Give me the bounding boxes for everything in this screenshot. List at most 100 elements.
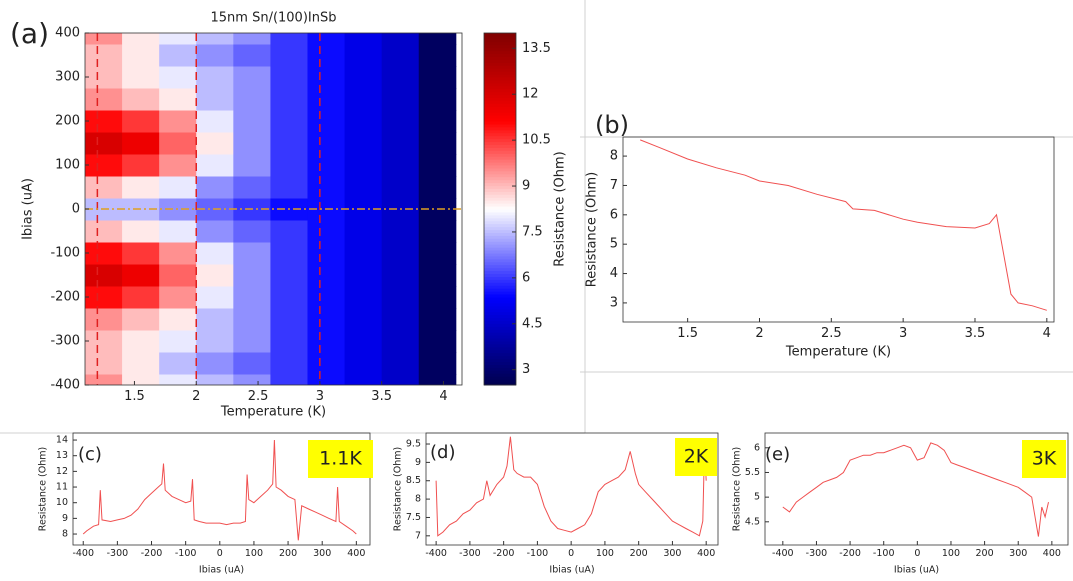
heatmap-cell	[122, 330, 160, 353]
colorbar-swatch	[484, 35, 516, 40]
colorbar-swatch	[484, 53, 516, 57]
y-axis-label: Resistance (Ohm)	[38, 447, 49, 531]
heatmap-cell	[307, 242, 346, 265]
y-tick-label: -400	[50, 378, 80, 393]
colorbar-swatch	[484, 376, 516, 380]
colorbar-swatch	[484, 68, 516, 72]
colorbar-swatch	[484, 317, 516, 321]
colorbar-swatch	[484, 346, 516, 351]
x-tick-label: 1.5	[677, 326, 698, 341]
y-tick-label: 12	[56, 466, 68, 477]
heatmap-cell	[418, 110, 457, 133]
heatmap-cell	[233, 286, 271, 309]
colorbar-swatch	[484, 97, 516, 101]
y-tick-label: -100	[50, 246, 80, 261]
y-tick-label: 8.5	[406, 475, 421, 486]
colorbar-swatch	[484, 188, 516, 192]
annotation: 1.1K	[319, 448, 362, 470]
colorbar-swatch	[484, 332, 516, 336]
x-axis-label: Temperature (K)	[785, 345, 891, 360]
x-tick-label: -200	[839, 548, 861, 559]
heatmap-cell	[85, 110, 123, 133]
x-tick-label: -200	[493, 548, 515, 559]
colorbar-swatch	[484, 305, 516, 310]
heatmap-cell	[85, 374, 123, 385]
colorbar-swatch	[484, 176, 516, 181]
colorbar-swatch	[484, 299, 516, 304]
x-axis-label: Ibias (uA)	[894, 565, 939, 576]
colorbar-swatch	[484, 123, 516, 128]
colorbar-swatch	[484, 273, 516, 277]
x-tick-label: -400	[425, 548, 447, 559]
heatmap-cell	[85, 286, 123, 309]
colorbar-swatch	[484, 77, 516, 81]
heatmap-cell	[344, 154, 383, 177]
heatmap-cell	[233, 132, 271, 155]
heatmap-cell	[159, 44, 197, 67]
heatmap-cell	[381, 242, 420, 265]
colorbar-swatch	[484, 118, 516, 122]
colorbar-swatch	[484, 364, 516, 368]
heatmap-cell	[344, 242, 383, 265]
heatmap-cell	[159, 242, 197, 265]
heatmap-cell	[381, 264, 420, 287]
x-tick-label: 3	[899, 326, 907, 341]
heatmap-cell	[418, 132, 457, 155]
colorbar-swatch	[484, 115, 516, 119]
colorbar-swatch	[484, 282, 516, 286]
heatmap-cell	[159, 264, 197, 287]
y-axis-label: Resistance (Ohm)	[732, 447, 743, 531]
heatmap-cell	[159, 220, 197, 243]
colorbar-swatch	[484, 165, 516, 169]
colorbar-swatch	[484, 308, 516, 313]
colorbar-swatch	[484, 85, 516, 90]
heatmap-cell	[196, 88, 234, 111]
x-tick-label: 2	[192, 389, 200, 404]
heatmap-cell	[307, 33, 346, 45]
heatmap-cell	[381, 176, 420, 199]
heatmap-cell	[418, 66, 457, 89]
colorbar-swatch	[484, 109, 516, 113]
heatmap-cell	[307, 264, 346, 287]
heatmap-cell	[381, 352, 420, 375]
heatmap-cell	[122, 33, 160, 45]
x-tick-label: -300	[806, 548, 828, 559]
x-tick-label: 200	[630, 548, 648, 559]
y-tick-label: 6	[610, 207, 618, 222]
colorbar-swatch	[484, 250, 516, 254]
colorbar-swatch	[484, 203, 516, 207]
heatmap-cell	[159, 352, 197, 375]
heatmap-cell	[122, 176, 160, 199]
heatmap-cell	[85, 176, 123, 199]
heatmap-cell	[159, 374, 197, 385]
heatmap-cell	[418, 220, 457, 243]
heatmap-cell	[196, 308, 234, 331]
heatmap-cell	[233, 264, 271, 287]
colorbar-swatch	[484, 220, 516, 225]
colorbar-swatch	[484, 162, 516, 166]
colorbar-swatch	[484, 279, 516, 283]
heatmap-cell	[418, 330, 457, 353]
colorbar-swatch	[484, 47, 516, 52]
colorbar-swatch	[484, 294, 516, 298]
colorbar-tick-label: 13.5	[522, 41, 551, 56]
axes-frame	[425, 432, 719, 546]
colorbar-swatch	[484, 288, 516, 292]
heatmap-cell	[122, 154, 160, 177]
colorbar-swatch	[484, 244, 516, 248]
heatmap-cell	[85, 242, 123, 265]
x-tick-label: -100	[175, 548, 197, 559]
colorbar-swatch	[484, 185, 516, 189]
y-tick-label: 8	[610, 149, 618, 164]
heatmap-cell	[381, 110, 420, 133]
heatmap-cell	[196, 154, 234, 177]
y-tick-label: 11	[56, 482, 68, 493]
heatmap-cell	[381, 66, 420, 89]
heatmap-cell	[122, 242, 160, 265]
y-tick-label: 8	[415, 494, 421, 505]
x-tick-label: 3.5	[965, 326, 986, 341]
heatmap-cell	[196, 286, 234, 309]
x-tick-label: 200	[279, 548, 297, 559]
heatmap-cell	[270, 308, 308, 331]
colorbar-swatch	[484, 150, 516, 154]
